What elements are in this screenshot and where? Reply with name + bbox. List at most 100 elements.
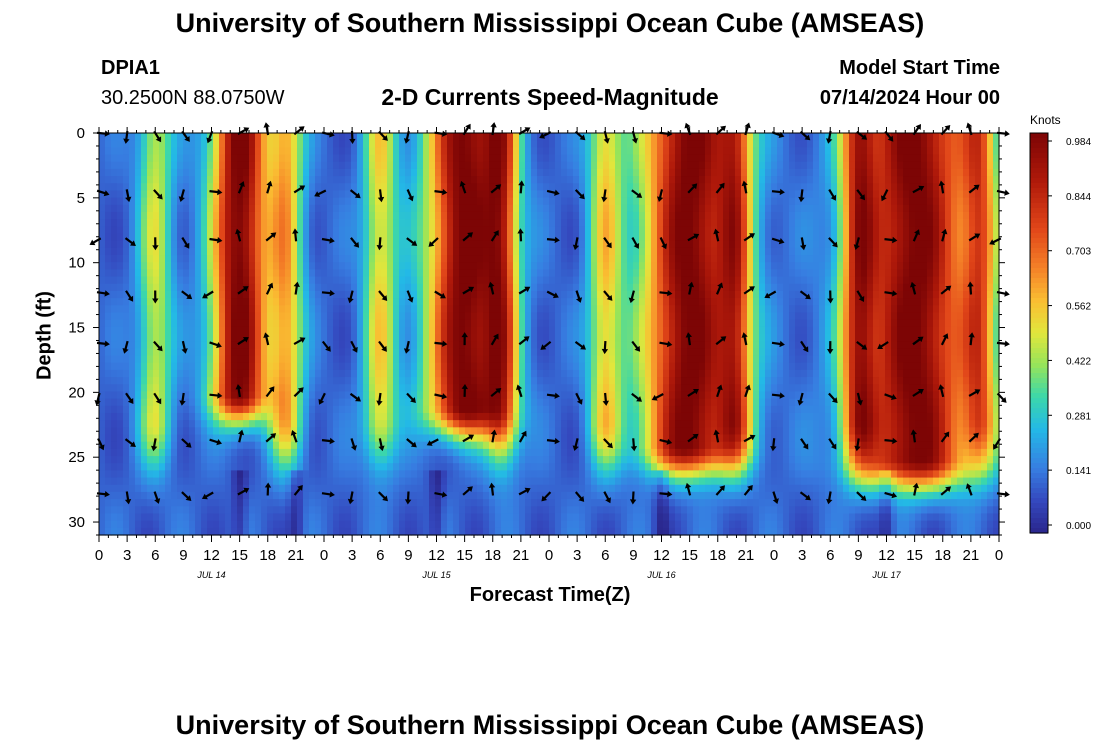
heatmap-cell bbox=[267, 255, 274, 263]
heatmap-cell bbox=[507, 133, 514, 141]
heatmap-cell bbox=[363, 527, 370, 536]
heatmap-cell bbox=[153, 204, 160, 213]
heatmap-cell bbox=[423, 434, 430, 443]
heatmap-cell bbox=[381, 513, 388, 522]
heatmap-cell bbox=[213, 211, 220, 220]
heatmap-cell bbox=[165, 527, 172, 536]
heatmap-cell bbox=[549, 233, 556, 242]
heatmap-cell bbox=[543, 391, 550, 400]
heatmap-cell bbox=[333, 499, 340, 507]
heatmap-cell bbox=[585, 197, 592, 206]
heatmap-cell bbox=[567, 463, 574, 471]
heatmap-cell bbox=[579, 355, 586, 364]
heatmap-cell bbox=[345, 405, 352, 414]
heatmap-cell bbox=[303, 247, 310, 256]
heatmap-cell bbox=[627, 262, 634, 270]
heatmap-cell bbox=[483, 420, 490, 428]
heatmap-cell bbox=[147, 412, 154, 421]
heatmap-cell bbox=[543, 334, 550, 342]
heatmap-cell bbox=[393, 434, 400, 443]
heatmap-cell bbox=[321, 154, 328, 163]
heatmap-cell bbox=[183, 154, 190, 163]
heatmap-cell bbox=[291, 262, 298, 270]
heatmap-cell bbox=[519, 427, 526, 436]
heatmap-cell bbox=[441, 463, 448, 471]
heatmap-cell bbox=[513, 384, 520, 393]
heatmap-cell bbox=[231, 362, 238, 371]
heatmap-cell bbox=[447, 463, 454, 471]
heatmap-cell bbox=[351, 319, 358, 328]
heatmap-cell bbox=[147, 384, 154, 393]
heatmap-cell bbox=[573, 456, 580, 464]
heatmap-cell bbox=[441, 319, 448, 328]
heatmap-cell bbox=[471, 319, 478, 328]
heatmap-cell bbox=[363, 456, 370, 464]
heatmap-cell bbox=[291, 405, 298, 414]
heatmap-cell bbox=[345, 298, 352, 306]
heatmap-cell bbox=[603, 276, 610, 285]
heatmap-cell bbox=[375, 190, 382, 199]
heatmap-cell bbox=[369, 290, 376, 299]
heatmap-cell bbox=[501, 211, 508, 220]
heatmap-cell bbox=[543, 240, 550, 249]
heatmap-cell bbox=[207, 398, 214, 407]
heatmap-cell bbox=[135, 377, 142, 385]
heatmap-cell bbox=[591, 456, 598, 464]
heatmap-cell bbox=[99, 240, 106, 249]
heatmap-cell bbox=[201, 398, 208, 407]
heatmap-cell bbox=[183, 427, 190, 436]
heatmap-cell bbox=[327, 233, 334, 242]
heatmap-cell bbox=[105, 161, 112, 170]
heatmap-cell bbox=[579, 441, 586, 450]
heatmap-cell bbox=[561, 211, 568, 220]
heatmap-cell bbox=[507, 255, 514, 263]
heatmap-cell bbox=[573, 484, 580, 493]
heatmap-cell bbox=[243, 226, 250, 235]
heatmap-cell bbox=[561, 219, 568, 227]
heatmap-cell bbox=[99, 161, 106, 170]
heatmap-cell bbox=[453, 305, 460, 314]
heatmap-cell bbox=[231, 305, 238, 314]
heatmap-cell bbox=[213, 154, 220, 163]
heatmap-cell bbox=[297, 269, 304, 278]
heatmap-cell bbox=[321, 463, 328, 471]
heatmap-cell bbox=[441, 412, 448, 421]
heatmap-cell bbox=[357, 506, 364, 515]
heatmap-cell bbox=[345, 305, 352, 314]
heatmap-cell bbox=[429, 161, 436, 170]
heatmap-cell bbox=[501, 355, 508, 364]
heatmap-cell bbox=[609, 312, 616, 321]
heatmap-cell bbox=[273, 133, 280, 141]
heatmap-cell bbox=[495, 326, 502, 335]
heatmap-cell bbox=[591, 369, 598, 378]
heatmap-cell bbox=[345, 348, 352, 357]
heatmap-cell bbox=[351, 362, 358, 371]
heatmap-cell bbox=[627, 312, 634, 321]
heatmap-cell bbox=[189, 255, 196, 263]
heatmap-cell bbox=[501, 147, 508, 156]
heatmap-cell bbox=[279, 384, 286, 393]
heatmap-cell bbox=[477, 405, 484, 414]
heatmap-cell bbox=[441, 305, 448, 314]
heatmap-cell bbox=[225, 463, 232, 471]
heatmap-cell bbox=[333, 276, 340, 285]
heatmap-cell bbox=[369, 240, 376, 249]
heatmap-cell bbox=[399, 147, 406, 156]
heatmap-cell bbox=[159, 456, 166, 464]
heatmap-cell bbox=[477, 369, 484, 378]
heatmap-cell bbox=[279, 204, 286, 213]
heatmap-cell bbox=[297, 441, 304, 450]
heatmap-cell bbox=[309, 441, 316, 450]
heatmap-cell bbox=[261, 204, 268, 213]
heatmap-cell bbox=[405, 456, 412, 464]
heatmap-cell bbox=[459, 226, 466, 235]
heatmap-cell bbox=[255, 463, 262, 471]
heatmap-cell bbox=[369, 147, 376, 156]
heatmap-cell bbox=[489, 204, 496, 213]
heatmap-cell bbox=[525, 355, 532, 364]
heatmap-cell bbox=[381, 362, 388, 371]
heatmap-cell bbox=[147, 448, 154, 457]
heatmap-cell bbox=[351, 269, 358, 278]
heatmap-cell bbox=[123, 491, 130, 500]
heatmap-cell bbox=[303, 448, 310, 457]
